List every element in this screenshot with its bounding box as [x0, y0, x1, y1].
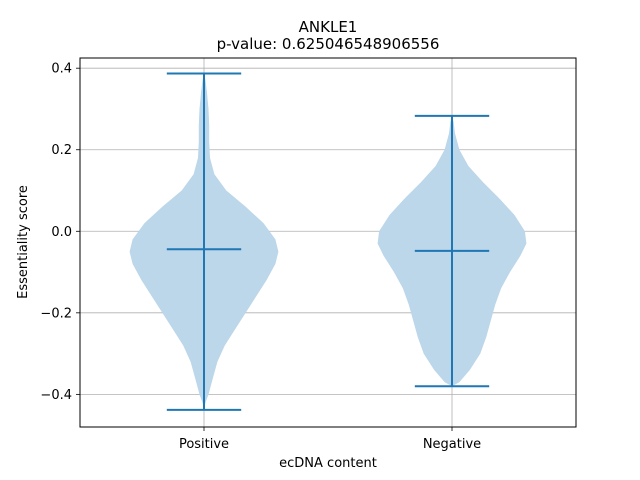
axes: −0.4 −0.2 0.0 0.2 0.4 Positive Negative: [40, 57, 577, 452]
chart-subtitle: p-value: 0.625046548906556: [217, 35, 440, 53]
y-tick-label: 0.0: [51, 225, 72, 240]
violin-whiskers: [166, 72, 490, 411]
plot-frame: [79, 57, 577, 428]
x-tick-label: Negative: [423, 437, 481, 452]
y-tick-label: −0.2: [40, 306, 72, 321]
y-tick-label: 0.2: [51, 143, 72, 158]
chart-title: ANKLE1: [299, 18, 358, 36]
violin-bodies: [129, 73, 527, 410]
y-tick-label: −0.4: [40, 388, 72, 403]
x-axis-label: ecDNA content: [279, 456, 377, 471]
x-tick-label: Positive: [179, 437, 229, 452]
y-axis-label: Essentiality score: [16, 185, 31, 299]
y-tick-label: 0.4: [51, 62, 72, 77]
